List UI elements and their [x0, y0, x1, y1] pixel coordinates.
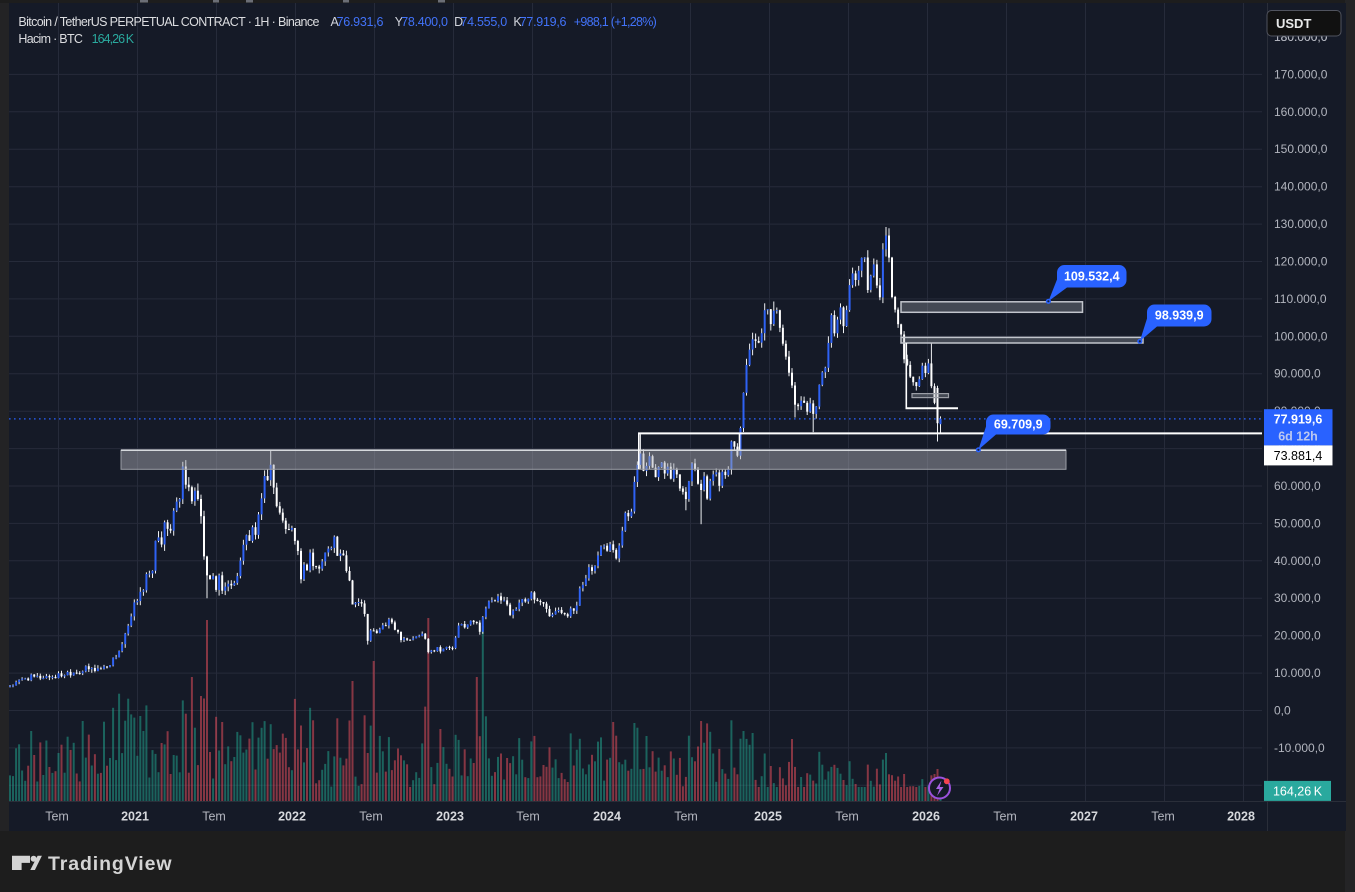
svg-text:77.919,6: 77.919,6 — [1274, 413, 1323, 427]
svg-text:170.000,0: 170.000,0 — [1274, 67, 1328, 81]
svg-text:60.000,0: 60.000,0 — [1274, 479, 1321, 493]
svg-text:2026: 2026 — [912, 810, 940, 824]
svg-text:140.000,0: 140.000,0 — [1274, 180, 1328, 194]
svg-text:2025: 2025 — [754, 810, 782, 824]
svg-text:2028: 2028 — [1227, 810, 1255, 824]
svg-text:69.709,9: 69.709,9 — [994, 418, 1043, 432]
svg-text:TradingView: TradingView — [48, 853, 172, 875]
svg-text:164,26 K: 164,26 K — [1273, 784, 1323, 798]
svg-text:50.000,0: 50.000,0 — [1274, 516, 1321, 530]
svg-text:98.939,9: 98.939,9 — [1155, 309, 1204, 323]
svg-text:2021: 2021 — [121, 810, 149, 824]
svg-text:73.881,4: 73.881,4 — [1274, 449, 1323, 463]
svg-text:110.000,0: 110.000,0 — [1274, 292, 1327, 306]
svg-text:Tem: Tem — [45, 810, 69, 824]
svg-text:Tem: Tem — [674, 810, 698, 824]
svg-text:74.555,0: 74.555,0 — [460, 15, 507, 29]
svg-text:160.000,0: 160.000,0 — [1274, 105, 1328, 119]
svg-text:10.000,0: 10.000,0 — [1274, 666, 1321, 680]
svg-text:150.000,0: 150.000,0 — [1274, 142, 1328, 156]
svg-text:78.400,0: 78.400,0 — [401, 15, 448, 29]
svg-text:-10.000,0: -10.000,0 — [1274, 741, 1325, 755]
svg-text:130.000,0: 130.000,0 — [1274, 217, 1328, 231]
svg-text:40.000,0: 40.000,0 — [1274, 554, 1321, 568]
svg-text:164,26 K: 164,26 K — [92, 32, 135, 46]
svg-text:20.000,0: 20.000,0 — [1274, 629, 1321, 643]
svg-text:A: A — [331, 15, 340, 29]
svg-text:Tem: Tem — [993, 810, 1017, 824]
svg-text:Hacim · BTC: Hacim · BTC — [18, 32, 83, 46]
svg-text:Y: Y — [395, 15, 404, 29]
svg-text:Tem: Tem — [359, 810, 383, 824]
svg-text:Tem: Tem — [1151, 810, 1175, 824]
svg-text:90.000,0: 90.000,0 — [1274, 367, 1321, 381]
svg-text:6d 12h: 6d 12h — [1278, 430, 1318, 444]
svg-text:0,0: 0,0 — [1274, 704, 1291, 718]
svg-text:K: K — [513, 15, 522, 29]
svg-text:2027: 2027 — [1070, 810, 1098, 824]
svg-text:100.000,0: 100.000,0 — [1274, 329, 1328, 343]
svg-text:Bitcoin / TetherUS PERPETUAL C: Bitcoin / TetherUS PERPETUAL CONTRACT · … — [18, 15, 319, 29]
svg-text:77.919,6: 77.919,6 — [520, 15, 567, 29]
svg-text:120.000,0: 120.000,0 — [1274, 255, 1328, 269]
svg-text:USDT: USDT — [1276, 16, 1311, 31]
svg-text:76.931,6: 76.931,6 — [337, 15, 384, 29]
svg-text:D: D — [454, 15, 463, 29]
svg-text:2023: 2023 — [436, 810, 464, 824]
svg-text:2022: 2022 — [278, 810, 306, 824]
svg-text:+988,1 (+1,28%): +988,1 (+1,28%) — [574, 15, 657, 29]
svg-text:Tem: Tem — [835, 810, 859, 824]
svg-text:109.532,4: 109.532,4 — [1064, 269, 1120, 283]
svg-text:Tem: Tem — [202, 810, 226, 824]
svg-text:30.000,0: 30.000,0 — [1274, 591, 1321, 605]
svg-text:Tem: Tem — [516, 810, 540, 824]
svg-text:2024: 2024 — [593, 810, 621, 824]
